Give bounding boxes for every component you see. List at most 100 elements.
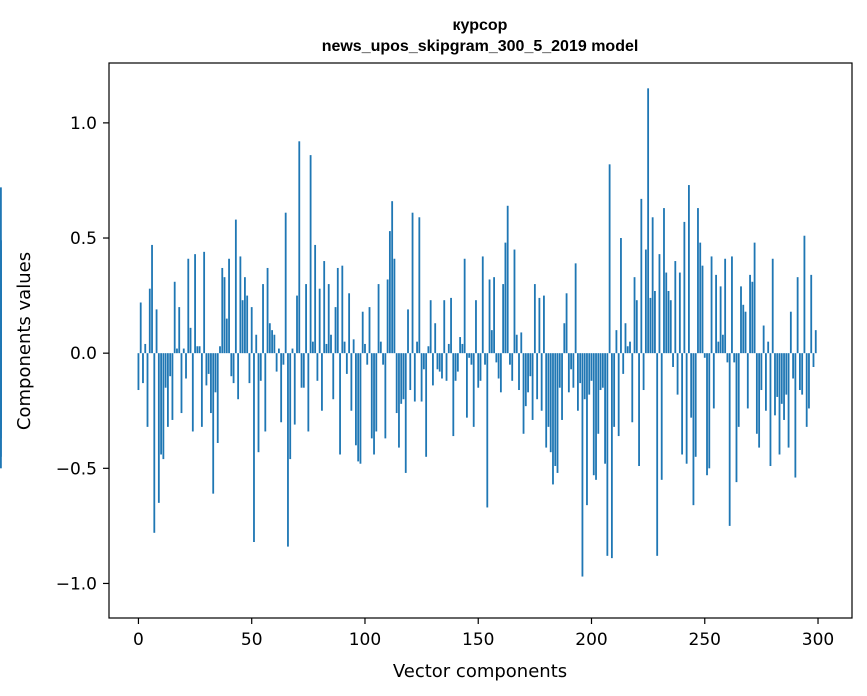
bar-118 — [404, 353, 407, 473]
bar-49 — [248, 353, 251, 384]
bar-201 — [592, 353, 595, 476]
bar-81 — [321, 353, 323, 411]
bar-269 — [746, 353, 749, 409]
bar-290 — [794, 353, 797, 478]
bar-144 — [463, 258, 466, 354]
bar-66 — [287, 353, 289, 547]
bar-16 — [173, 281, 176, 354]
bar-87 — [334, 307, 337, 354]
bar-88 — [336, 267, 339, 354]
bar-72 — [300, 353, 303, 388]
bar-13 — [166, 353, 169, 427]
bar-43 — [234, 219, 237, 354]
bar-76 — [309, 155, 312, 354]
bar-168 — [518, 353, 520, 391]
bar-53 — [257, 353, 260, 453]
bar-280 — [771, 258, 774, 354]
bar-10 — [160, 353, 162, 455]
bar-239 — [678, 272, 681, 354]
bar-96 — [355, 353, 357, 446]
bar-14 — [169, 353, 172, 377]
bar-65 — [284, 212, 287, 354]
bar-71 — [298, 141, 301, 354]
bar-174 — [531, 353, 534, 420]
y-tick-label: −1.0 — [56, 574, 97, 594]
bar-19 — [180, 353, 183, 414]
bar-171 — [524, 353, 527, 407]
bar-254 — [712, 353, 715, 409]
bar-212 — [617, 353, 620, 437]
bar-206 — [604, 353, 606, 464]
bar-298 — [812, 353, 815, 367]
bar-103 — [370, 353, 373, 439]
bar-52 — [255, 334, 258, 354]
bar-203 — [597, 353, 600, 434]
bar-190 — [567, 353, 570, 393]
bar-142 — [459, 337, 462, 354]
bar-110 — [386, 279, 389, 354]
bar-73 — [302, 353, 305, 388]
bar-257 — [719, 286, 722, 354]
bar-260 — [726, 353, 729, 363]
bar-170 — [522, 353, 525, 434]
bar-63 — [280, 353, 283, 423]
x-axis-ticks: 0 50 100 150 200 250 300 — [133, 618, 834, 650]
bar-214 — [622, 353, 625, 374]
bar-177 — [538, 297, 541, 354]
bar-37 — [221, 267, 224, 354]
bar-85 — [330, 334, 332, 354]
bar-234 — [667, 290, 670, 354]
bar-9 — [157, 353, 160, 503]
bar-104 — [373, 353, 375, 455]
bar-297 — [810, 274, 813, 354]
bar-186 — [558, 353, 561, 388]
bar-224 — [644, 249, 647, 354]
bar-21 — [185, 353, 187, 379]
bar-243 — [688, 185, 690, 354]
bar-15 — [171, 353, 174, 420]
bar-78 — [314, 244, 317, 354]
bar-187 — [561, 353, 563, 420]
bar-20 — [182, 348, 185, 354]
bar-41 — [230, 353, 233, 377]
x-tick-label: 200 — [575, 630, 607, 650]
bar-162 — [504, 242, 507, 354]
bar-133 — [438, 353, 441, 372]
bar-138 — [450, 297, 452, 354]
bar-180 — [545, 353, 548, 448]
bar-200 — [590, 353, 593, 381]
bar-169 — [520, 332, 523, 354]
bar-112 — [391, 201, 394, 354]
bar-119 — [407, 309, 409, 354]
bar-175 — [533, 284, 536, 354]
bar-128 — [427, 346, 430, 354]
x-tick-label: 300 — [802, 630, 834, 650]
bar-219 — [633, 277, 636, 354]
bar-127 — [425, 353, 428, 457]
bar-240 — [681, 353, 684, 455]
bar-91 — [343, 341, 346, 354]
bar-12 — [164, 353, 167, 388]
x-tick-label: 150 — [462, 630, 494, 650]
bar-135 — [443, 300, 446, 354]
bar-24 — [191, 353, 194, 432]
y-tick-label: 0.0 — [70, 344, 97, 364]
bar-220 — [635, 300, 638, 354]
bar-211 — [615, 330, 618, 354]
bar-51 — [253, 353, 255, 543]
bar-130 — [432, 353, 434, 386]
bar-218 — [631, 353, 634, 423]
bar-123 — [416, 341, 418, 354]
bar-259 — [724, 258, 727, 354]
bar-291 — [796, 277, 799, 354]
bar-256 — [717, 341, 720, 354]
bar-116 — [400, 353, 403, 404]
bar-164 — [509, 353, 511, 365]
bar-70 — [296, 295, 298, 354]
bar-126 — [422, 353, 425, 370]
bar-172 — [527, 353, 529, 393]
bar-152 — [481, 256, 484, 354]
x-tick-label: 100 — [349, 630, 381, 650]
bar-93 — [348, 293, 351, 354]
bar-154 — [486, 353, 489, 508]
